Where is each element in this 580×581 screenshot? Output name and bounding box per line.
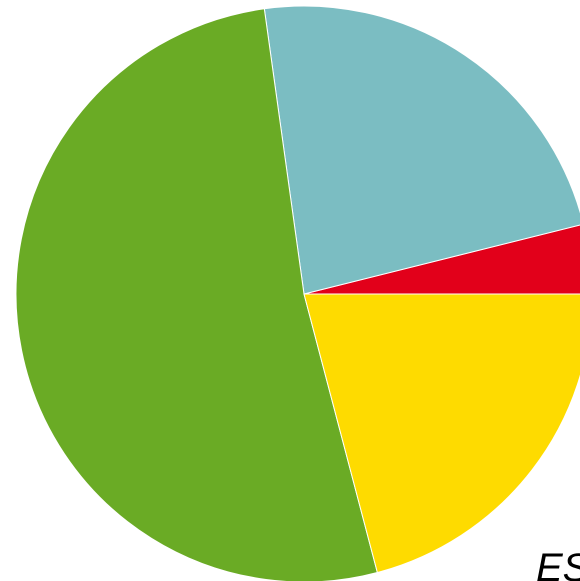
- pie-slice-1: [303, 224, 580, 295]
- pie-slice-2: [263, 5, 580, 295]
- pie-slices: [15, 5, 580, 581]
- partial-annotation-label: ES: [536, 546, 580, 581]
- pie-slice-3: [15, 8, 378, 581]
- pie-slice-4: [303, 293, 580, 574]
